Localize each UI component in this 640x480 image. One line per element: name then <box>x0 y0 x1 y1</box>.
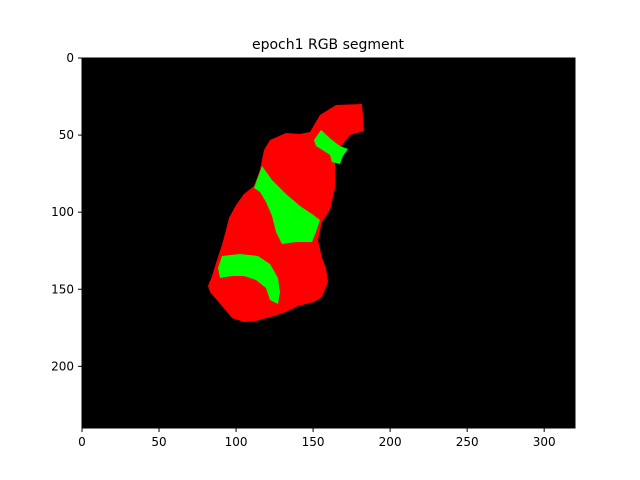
y-tick-label: 100 <box>51 205 74 219</box>
x-tick-label: 0 <box>78 435 86 449</box>
green-region-lower <box>218 254 280 304</box>
green-region-top <box>314 130 348 164</box>
y-tick-label: 200 <box>51 359 74 373</box>
green-region-middle <box>254 166 320 244</box>
y-tick-label: 50 <box>59 128 74 142</box>
y-tick-label: 0 <box>66 51 74 65</box>
y-axis: 0 50 100 150 200 <box>51 51 82 373</box>
x-tick-label: 150 <box>302 435 325 449</box>
x-tick-label: 250 <box>456 435 479 449</box>
x-tick-label: 200 <box>379 435 402 449</box>
x-tick-label: 100 <box>225 435 248 449</box>
x-axis: 0 50 100 150 200 250 300 <box>78 428 556 449</box>
x-tick-label: 300 <box>533 435 556 449</box>
x-tick-label: 50 <box>151 435 166 449</box>
axes-frame <box>81 57 576 429</box>
y-tick-label: 150 <box>51 282 74 296</box>
plot-title: epoch1 RGB segment <box>252 37 405 53</box>
segmentation-mask <box>208 104 364 322</box>
